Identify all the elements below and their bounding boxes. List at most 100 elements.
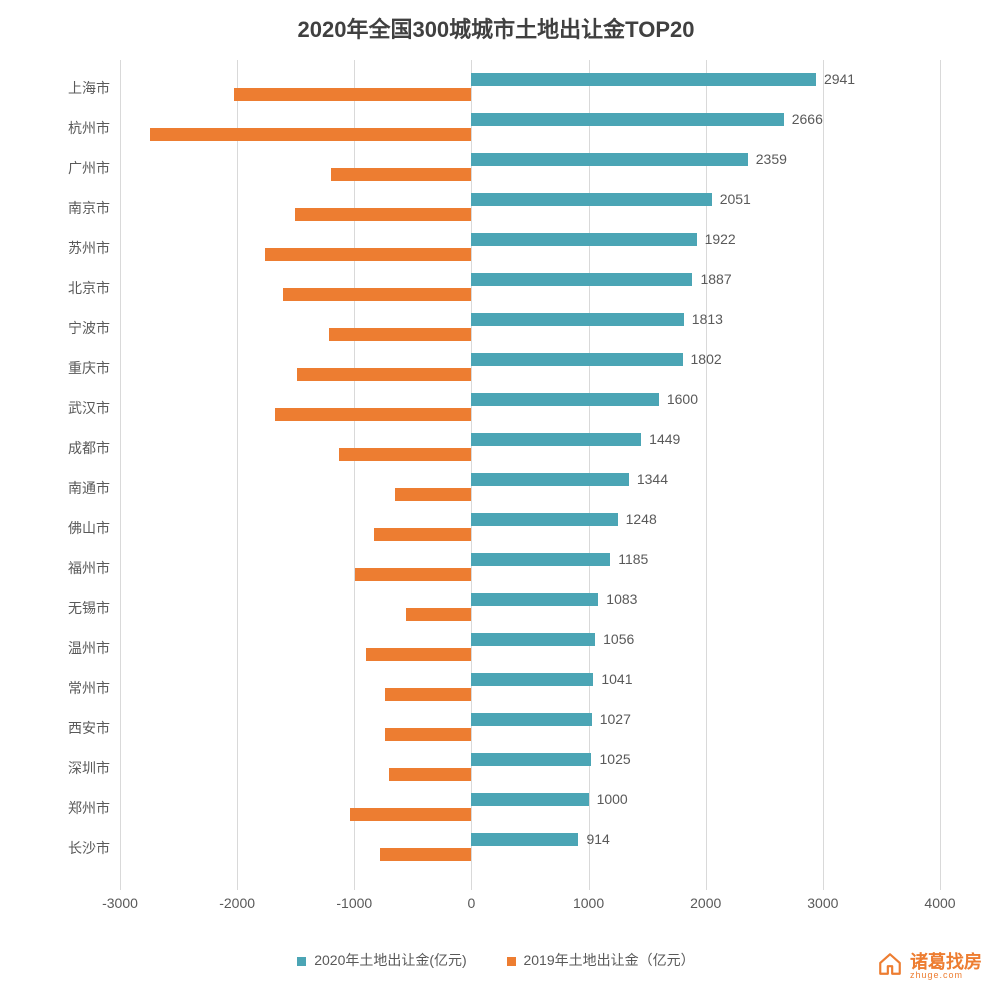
bar-value-label: 1027 <box>600 713 631 726</box>
bar-value-label: 2666 <box>792 113 823 126</box>
legend-label-2019: 2019年土地出让金（亿元） <box>523 952 694 968</box>
bar-value-label: 1813 <box>692 313 723 326</box>
chart-row: 无锡市1083 <box>120 588 940 628</box>
gridline <box>940 60 941 890</box>
category-label: 北京市 <box>25 278 110 298</box>
chart-row: 宁波市1813 <box>120 308 940 348</box>
bar-value-label: 1248 <box>626 513 657 526</box>
bar-2019 <box>385 728 472 741</box>
bar-value-label: 2359 <box>756 153 787 166</box>
chart-title: 2020年全国300城城市土地出让金TOP20 <box>0 12 992 44</box>
category-label: 郑州市 <box>25 798 110 818</box>
plot-area: 上海市2941杭州市2666广州市2359南京市2051苏州市1922北京市18… <box>120 60 940 890</box>
legend-item-2019: 2019年土地出让金（亿元） <box>507 950 695 970</box>
bar-2019 <box>234 88 471 101</box>
bar-2019 <box>380 848 471 861</box>
bar-2020 <box>471 353 682 366</box>
chart-row: 上海市2941 <box>120 68 940 108</box>
category-label: 长沙市 <box>25 838 110 858</box>
watermark-sub: zhuge.com <box>910 971 982 980</box>
category-label: 西安市 <box>25 718 110 738</box>
bar-2020 <box>471 113 783 126</box>
bar-value-label: 2051 <box>720 193 751 206</box>
bar-2019 <box>355 568 471 581</box>
bar-2020 <box>471 233 696 246</box>
bar-value-label: 1056 <box>603 633 634 646</box>
legend-label-2020: 2020年土地出让金(亿元) <box>314 952 466 968</box>
bar-2019 <box>366 648 471 661</box>
bar-2019 <box>275 408 472 421</box>
chart-row: 武汉市1600 <box>120 388 940 428</box>
category-label: 无锡市 <box>25 598 110 618</box>
bar-2020 <box>471 633 595 646</box>
chart-row: 福州市1185 <box>120 548 940 588</box>
chart-row: 长沙市914 <box>120 828 940 868</box>
chart-row: 杭州市2666 <box>120 108 940 148</box>
bar-2019 <box>374 528 471 541</box>
bar-2020 <box>471 513 617 526</box>
category-label: 杭州市 <box>25 118 110 138</box>
chart-row: 西安市1027 <box>120 708 940 748</box>
bar-value-label: 1000 <box>597 793 628 806</box>
legend: 2020年土地出让金(亿元) 2019年土地出让金（亿元） <box>0 950 992 970</box>
category-label: 佛山市 <box>25 518 110 538</box>
bar-2019 <box>331 168 472 181</box>
bar-2019 <box>265 248 471 261</box>
bar-2019 <box>297 368 472 381</box>
bar-2019 <box>339 448 471 461</box>
bar-2019 <box>283 288 472 301</box>
chart-row: 重庆市1802 <box>120 348 940 388</box>
chart-row: 佛山市1248 <box>120 508 940 548</box>
bar-value-label: 1025 <box>600 753 631 766</box>
x-tick-label: 4000 <box>924 895 955 911</box>
bar-2019 <box>395 488 471 501</box>
bar-2020 <box>471 713 591 726</box>
category-label: 成都市 <box>25 438 110 458</box>
bar-2019 <box>350 808 472 821</box>
bar-value-label: 2941 <box>824 73 855 86</box>
bar-2020 <box>471 593 598 606</box>
legend-swatch-2020 <box>297 957 306 966</box>
chart-row: 南通市1344 <box>120 468 940 508</box>
category-label: 南京市 <box>25 198 110 218</box>
bar-2020 <box>471 73 816 86</box>
bar-value-label: 1600 <box>667 393 698 406</box>
chart-row: 温州市1056 <box>120 628 940 668</box>
category-label: 苏州市 <box>25 238 110 258</box>
bar-2019 <box>385 688 472 701</box>
x-tick-label: -1000 <box>336 895 372 911</box>
x-tick-label: 0 <box>468 895 476 911</box>
chart-row: 广州市2359 <box>120 148 940 188</box>
bar-value-label: 1802 <box>691 353 722 366</box>
chart-row: 郑州市1000 <box>120 788 940 828</box>
bar-value-label: 1041 <box>601 673 632 686</box>
legend-swatch-2019 <box>507 957 516 966</box>
category-label: 重庆市 <box>25 358 110 378</box>
bar-value-label: 914 <box>586 833 609 846</box>
chart-row: 南京市2051 <box>120 188 940 228</box>
category-label: 广州市 <box>25 158 110 178</box>
category-label: 宁波市 <box>25 318 110 338</box>
bar-2020 <box>471 153 747 166</box>
chart-container: 2020年全国300城城市土地出让金TOP20 上海市2941杭州市2666广州… <box>0 0 992 988</box>
category-label: 武汉市 <box>25 398 110 418</box>
bar-2019 <box>295 208 472 221</box>
legend-item-2020: 2020年土地出让金(亿元) <box>297 950 466 970</box>
watermark-text: 诸葛找房 zhuge.com <box>910 953 982 980</box>
x-tick-label: 1000 <box>573 895 604 911</box>
bar-2020 <box>471 313 683 326</box>
x-tick-label: 2000 <box>690 895 721 911</box>
bar-value-label: 1344 <box>637 473 668 486</box>
chart-row: 常州市1041 <box>120 668 940 708</box>
bar-2020 <box>471 673 593 686</box>
x-tick-label: 3000 <box>807 895 838 911</box>
category-label: 温州市 <box>25 638 110 658</box>
chart-row: 苏州市1922 <box>120 228 940 268</box>
chart-row: 成都市1449 <box>120 428 940 468</box>
category-label: 南通市 <box>25 478 110 498</box>
bar-value-label: 1887 <box>700 273 731 286</box>
watermark-house-icon <box>877 951 903 982</box>
bar-2019 <box>406 608 472 621</box>
bar-2019 <box>150 128 471 141</box>
bar-2020 <box>471 753 591 766</box>
